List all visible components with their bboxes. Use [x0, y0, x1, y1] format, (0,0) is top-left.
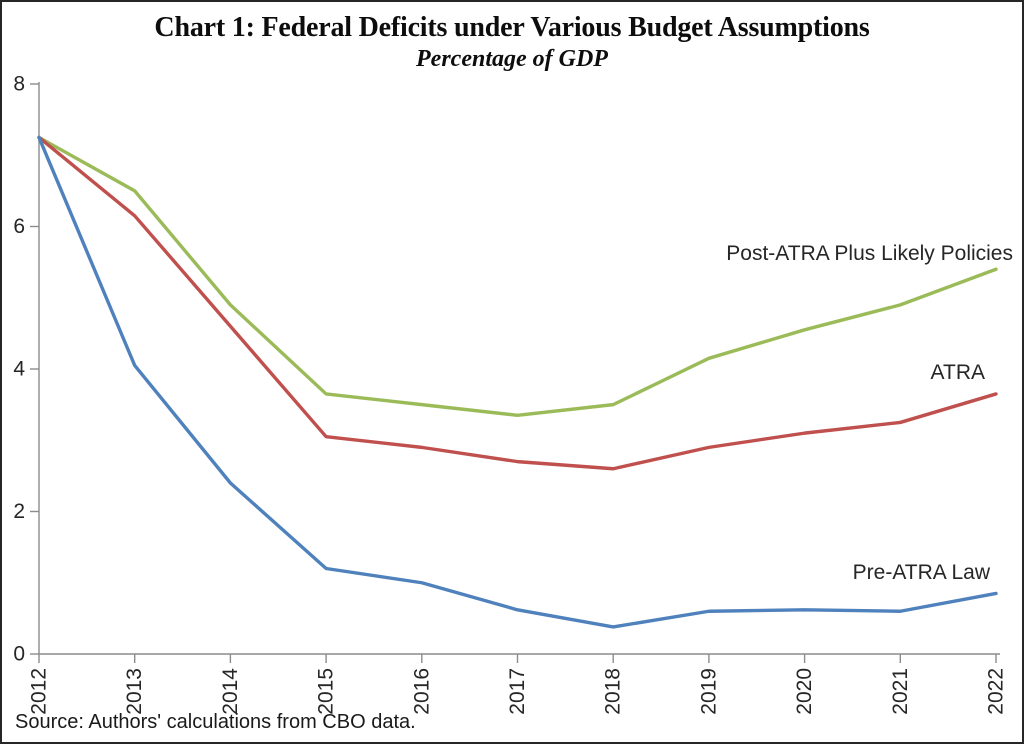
x-tick-label: 2020 [793, 668, 816, 715]
series-line-pre_atra [37, 135, 998, 629]
y-tick-label: 6 [13, 215, 25, 238]
x-tick-label: 2015 [315, 668, 338, 715]
y-tick-label: 0 [13, 643, 25, 666]
x-tick-label: 2013 [123, 668, 146, 715]
x-tick-label: 2017 [506, 668, 529, 715]
series-line-post_atra [37, 135, 998, 418]
x-tick-label: 2012 [28, 668, 51, 715]
chart-subtitle: Percentage of GDP [416, 46, 608, 72]
x-tick-label: 2021 [889, 668, 912, 715]
x-tick-label: 2016 [410, 668, 433, 715]
y-tick-label: 4 [13, 358, 25, 381]
source-note: Source: Authors' calculations from CBO d… [15, 711, 416, 733]
x-tick-label: 2022 [985, 668, 1008, 715]
series-line-atra [37, 135, 998, 471]
x-tick-label: 2014 [219, 668, 242, 715]
series-label-atra: ATRA [930, 361, 985, 384]
x-tick-label: 2019 [697, 668, 720, 715]
series-label-pre-atra-law: Pre-ATRA Law [852, 561, 990, 584]
chart-title: Chart 1: Federal Deficits under Various … [154, 12, 870, 43]
x-tick-label: 2018 [602, 668, 625, 715]
y-tick-label: 2 [13, 500, 25, 523]
series-label-post-atra-plus-likely-policies: Post-ATRA Plus Likely Policies [726, 242, 1013, 265]
y-tick-label: 8 [13, 73, 25, 96]
